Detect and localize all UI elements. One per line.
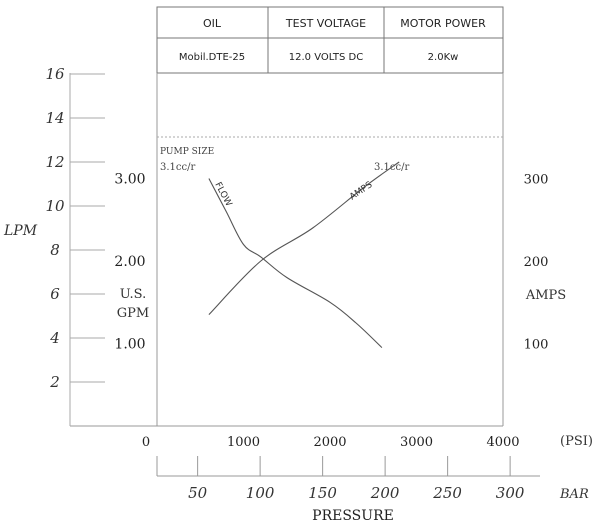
lpm-axis-label: LPM: [3, 223, 38, 239]
annotations: PUMP SIZE 3.1cc/r 3.1cc/r: [160, 147, 409, 173]
bar-unit-label: BAR: [559, 487, 589, 502]
pressure-label: PRESSURE: [312, 508, 394, 524]
lpm-axis: LPM 2 4 6 8 10 12 14 16: [3, 65, 105, 391]
series-flow-line: [208, 178, 383, 348]
spec-header-voltage: TEST VOLTAGE: [285, 17, 366, 30]
bar-tick-label: 200: [370, 484, 400, 502]
spec-table-border: [156, 6, 504, 74]
bar-tick-label: 250: [432, 484, 462, 502]
lpm-tick-label: 6: [50, 285, 60, 303]
series-flow-label: FLOW: [212, 181, 233, 209]
spec-value-power: 2.0Kw: [428, 52, 459, 63]
spec-table: OIL TEST VOLTAGE MOTOR POWER Mobil.DTE-2…: [156, 6, 504, 74]
gpm-axis: U.S. GPM 1.00 2.00 3.00: [114, 172, 149, 353]
amps-tick-label: 300: [524, 173, 549, 188]
amps-tick-label: 100: [524, 338, 549, 353]
lpm-tick-label: 14: [45, 109, 64, 127]
gpm-axis-label-line1: U.S.: [120, 287, 146, 302]
psi-unit-label: (PSI): [560, 434, 593, 449]
psi-tick-label: 2000: [313, 435, 346, 450]
bar-tick-label: 50: [188, 484, 208, 502]
psi-tick-label: 0: [142, 435, 150, 450]
lpm-tick-label: 4: [49, 329, 60, 347]
psi-tick-label: 3000: [400, 435, 433, 450]
lpm-tick-label: 10: [45, 197, 65, 215]
amps-tick-label: 200: [524, 255, 549, 270]
pump-size-left-value: 3.1cc/r: [160, 162, 195, 173]
gpm-tick-label: 2.00: [114, 254, 145, 270]
gpm-axis-label-line2: GPM: [117, 306, 149, 321]
amps-axis: AMPS 100 200 300: [524, 173, 567, 353]
gpm-tick-label: 3.00: [114, 172, 145, 188]
series-amps-label: AMPS: [348, 180, 375, 202]
series-layer: FLOW AMPS: [208, 161, 400, 348]
spec-header-power: MOTOR POWER: [400, 17, 486, 30]
series-amps-line: [208, 161, 400, 315]
bar-tick-label: 300: [496, 484, 525, 502]
lpm-tick-label: 12: [45, 153, 64, 171]
gpm-tick-label: 1.00: [114, 337, 145, 353]
spec-value-oil: Mobil.DTE-25: [179, 52, 245, 63]
plot-frame: [69, 73, 504, 427]
psi-axis: (PSI) 0 1000 2000 3000 4000: [142, 434, 593, 450]
lpm-tick-label: 8: [50, 241, 60, 259]
amps-axis-label: AMPS: [525, 288, 566, 303]
bar-tick-label: 150: [308, 484, 337, 502]
psi-tick-label: 4000: [486, 435, 519, 450]
pump-size-label: PUMP SIZE: [160, 147, 214, 157]
lpm-tick-label: 2: [49, 373, 60, 391]
bar-axis: BAR PRESSURE 50 100 150 200 250 300: [156, 456, 589, 524]
spec-header-oil: OIL: [203, 17, 222, 30]
psi-tick-label: 1000: [227, 435, 260, 450]
bar-tick-label: 100: [246, 484, 275, 502]
lpm-tick-label: 16: [45, 65, 65, 83]
spec-value-voltage: 12.0 VOLTS DC: [289, 52, 364, 63]
